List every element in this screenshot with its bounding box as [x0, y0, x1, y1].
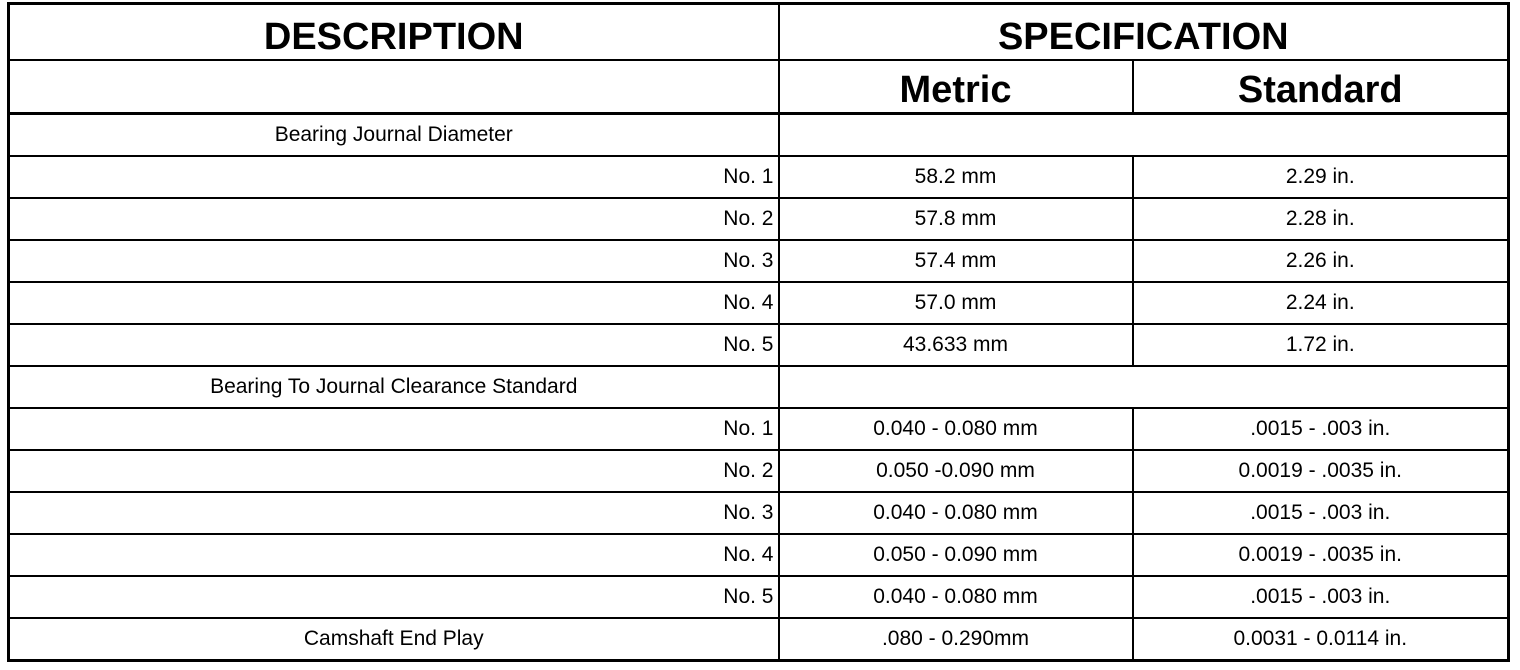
- row-label: Camshaft End Play: [7, 617, 780, 662]
- row-label: No. 3: [7, 239, 780, 283]
- metric-value: 58.2 mm: [777, 155, 1134, 199]
- standard-value: 0.0031 - 0.0114 in.: [1131, 617, 1510, 662]
- empty-cell: [7, 59, 780, 115]
- standard-value: 2.26 in.: [1131, 239, 1510, 283]
- table-row: No. 4 57.0 mm 2.24 in.: [7, 281, 1510, 325]
- row-label: No. 4: [7, 533, 780, 577]
- metric-value: 43.633 mm: [777, 323, 1134, 367]
- subheader-row: Metric Standard: [7, 59, 1510, 115]
- header-row: DESCRIPTION SPECIFICATION: [7, 2, 1510, 61]
- row-label: No. 1: [7, 407, 780, 451]
- metric-value: 0.040 - 0.080 mm: [777, 407, 1134, 451]
- row-label: No. 4: [7, 281, 780, 325]
- row-label: No. 3: [7, 491, 780, 535]
- empty-cell: [777, 365, 1510, 409]
- metric-value: 0.050 -0.090 mm: [777, 449, 1134, 493]
- metric-value: 57.4 mm: [777, 239, 1134, 283]
- metric-value: .080 - 0.290mm: [777, 617, 1134, 662]
- metric-value: 57.0 mm: [777, 281, 1134, 325]
- row-label: No. 2: [7, 197, 780, 241]
- standard-value: 2.24 in.: [1131, 281, 1510, 325]
- section-row: Bearing To Journal Clearance Standard: [7, 365, 1510, 409]
- metric-value: 0.050 - 0.090 mm: [777, 533, 1134, 577]
- table-row: No. 1 0.040 - 0.080 mm .0015 - .003 in.: [7, 407, 1510, 451]
- standard-value: 0.0019 - .0035 in.: [1131, 449, 1510, 493]
- empty-cell: [777, 112, 1510, 157]
- standard-value: 2.28 in.: [1131, 197, 1510, 241]
- standard-value: .0015 - .003 in.: [1131, 407, 1510, 451]
- section-row: Bearing Journal Diameter: [7, 112, 1510, 157]
- table-row: No. 1 58.2 mm 2.29 in.: [7, 155, 1510, 199]
- section-title: Bearing To Journal Clearance Standard: [7, 365, 780, 409]
- standard-value: 1.72 in.: [1131, 323, 1510, 367]
- table-row: No. 4 0.050 - 0.090 mm 0.0019 - .0035 in.: [7, 533, 1510, 577]
- row-label: No. 5: [7, 575, 780, 619]
- table-row: No. 2 0.050 -0.090 mm 0.0019 - .0035 in.: [7, 449, 1510, 493]
- metric-value: 57.8 mm: [777, 197, 1134, 241]
- row-label: No. 1: [7, 155, 780, 199]
- row-label: No. 2: [7, 449, 780, 493]
- specification-header: SPECIFICATION: [777, 2, 1510, 61]
- table-row: No. 2 57.8 mm 2.28 in.: [7, 197, 1510, 241]
- standard-value: 0.0019 - .0035 in.: [1131, 533, 1510, 577]
- table-row: No. 5 43.633 mm 1.72 in.: [7, 323, 1510, 367]
- section-title: Bearing Journal Diameter: [7, 112, 780, 157]
- spec-table: DESCRIPTION SPECIFICATION Metric Standar…: [7, 2, 1511, 662]
- standard-value: .0015 - .003 in.: [1131, 575, 1510, 619]
- standard-value: .0015 - .003 in.: [1131, 491, 1510, 535]
- metric-value: 0.040 - 0.080 mm: [777, 491, 1134, 535]
- description-header: DESCRIPTION: [7, 2, 780, 61]
- standard-value: 2.29 in.: [1131, 155, 1510, 199]
- row-label: No. 5: [7, 323, 780, 367]
- table-row: No. 3 0.040 - 0.080 mm .0015 - .003 in.: [7, 491, 1510, 535]
- table-row: No. 5 0.040 - 0.080 mm .0015 - .003 in.: [7, 575, 1510, 619]
- end-play-row: Camshaft End Play .080 - 0.290mm 0.0031 - …: [7, 617, 1510, 662]
- metric-header: Metric: [777, 59, 1134, 115]
- standard-header: Standard: [1131, 59, 1510, 115]
- metric-value: 0.040 - 0.080 mm: [777, 575, 1134, 619]
- table-row: No. 3 57.4 mm 2.26 in.: [7, 239, 1510, 283]
